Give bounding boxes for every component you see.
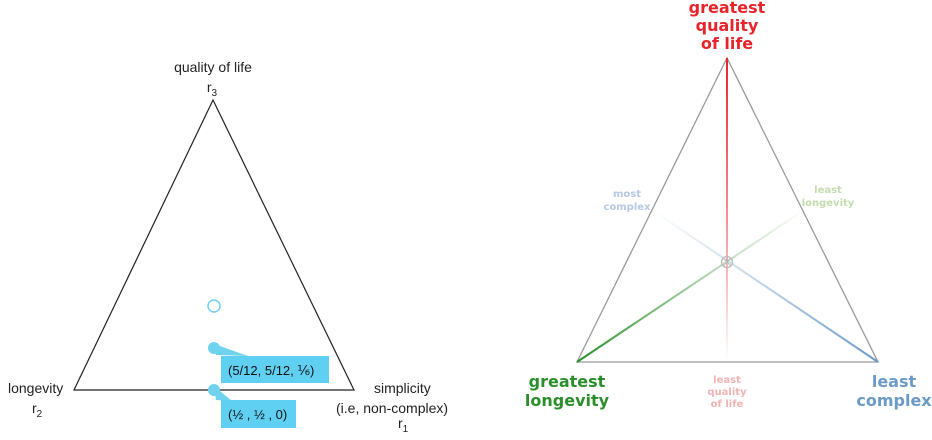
apex-top-var: r3 — [207, 79, 218, 99]
apex-left-label: longevity — [8, 380, 63, 396]
point-upper — [208, 342, 220, 354]
least-longevity-line1: least — [814, 185, 842, 196]
point-lower — [208, 384, 220, 396]
center-marker — [720, 255, 734, 269]
complexity-axis-line — [651, 209, 879, 363]
center-marker-cross-2 — [722, 257, 732, 267]
least-quality-line3: of life — [711, 399, 744, 410]
least-quality-line2: quality — [707, 387, 747, 398]
label-least-quality: least quality of life — [707, 375, 747, 410]
complex-label-line2: complex — [856, 391, 932, 410]
complex-label-line1: least — [872, 372, 917, 391]
least-quality-line1: least — [713, 375, 741, 386]
apex-top-label: quality of life — [174, 59, 252, 75]
longevity-axis-line — [576, 209, 805, 363]
quality-label-line2: quality — [696, 16, 759, 35]
longevity-label-line2: longevity — [525, 391, 610, 410]
centroid-point-hollow — [207, 299, 221, 313]
callout-box-upper — [221, 356, 329, 383]
callout-pointer-upper — [214, 344, 248, 356]
callout-box-lower — [221, 400, 296, 428]
most-complex-line2: complex — [603, 202, 651, 213]
least-longevity-line2: longevity — [802, 198, 855, 209]
longevity-label-line1: greatest — [529, 372, 606, 391]
quality-label-line1: greatest — [689, 0, 766, 17]
apex-left-var: r2 — [32, 400, 43, 420]
apex-right-label: simplicity — [374, 380, 431, 396]
left-ternary-diagram: quality of life r3 longevity r2 simplici… — [8, 59, 448, 435]
quality-label-line3: of life — [701, 34, 753, 53]
label-greatest-quality: greatest quality of life — [689, 0, 766, 53]
callout-text-upper: (5/12, 5/12, ⅙) — [228, 363, 314, 378]
most-complex-line1: most — [613, 189, 641, 200]
apex-right-sublabel: (i.e, non-complex) — [336, 400, 448, 416]
label-least-longevity: least longevity — [802, 185, 855, 209]
label-least-complex: least complex — [856, 372, 932, 410]
label-most-complex: most complex — [603, 189, 651, 213]
right-ternary-diagram: greatest quality of life greatest longev… — [525, 0, 932, 410]
callout-text-lower: (½ , ½ , 0) — [228, 407, 287, 422]
apex-right-var: r1 — [398, 415, 409, 435]
label-greatest-longevity: greatest longevity — [525, 372, 610, 410]
